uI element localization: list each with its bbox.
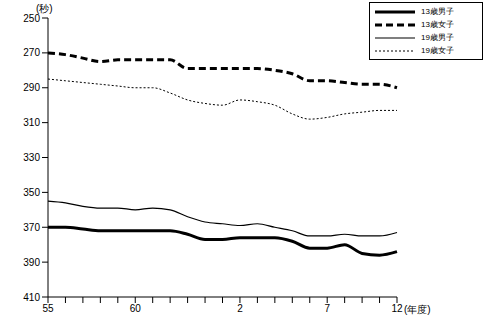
html-text:19歳女子: 19歳女子 xyxy=(421,46,454,55)
svg-text:7: 7 xyxy=(324,303,330,314)
svg-text:55: 55 xyxy=(42,303,54,314)
svg-text:2: 2 xyxy=(237,303,243,314)
svg-text:350: 350 xyxy=(23,187,40,198)
svg-text:60: 60 xyxy=(130,303,142,314)
html-text:(年度): (年度) xyxy=(404,304,431,315)
svg-text:410: 410 xyxy=(23,292,40,303)
html-text:19歳男子: 19歳男子 xyxy=(421,33,454,42)
svg-text:12: 12 xyxy=(391,303,403,314)
svg-text:370: 370 xyxy=(23,222,40,233)
svg-text:390: 390 xyxy=(23,257,40,268)
html-text:(秒): (秒) xyxy=(36,3,53,14)
svg-text:310: 310 xyxy=(23,117,40,128)
svg-text:330: 330 xyxy=(23,152,40,163)
html-text:13歳男子: 13歳男子 xyxy=(421,7,454,16)
svg-text:270: 270 xyxy=(23,47,40,58)
svg-text:290: 290 xyxy=(23,82,40,93)
html-text:13歳女子: 13歳女子 xyxy=(421,20,454,29)
svg-text:250: 250 xyxy=(23,13,40,24)
